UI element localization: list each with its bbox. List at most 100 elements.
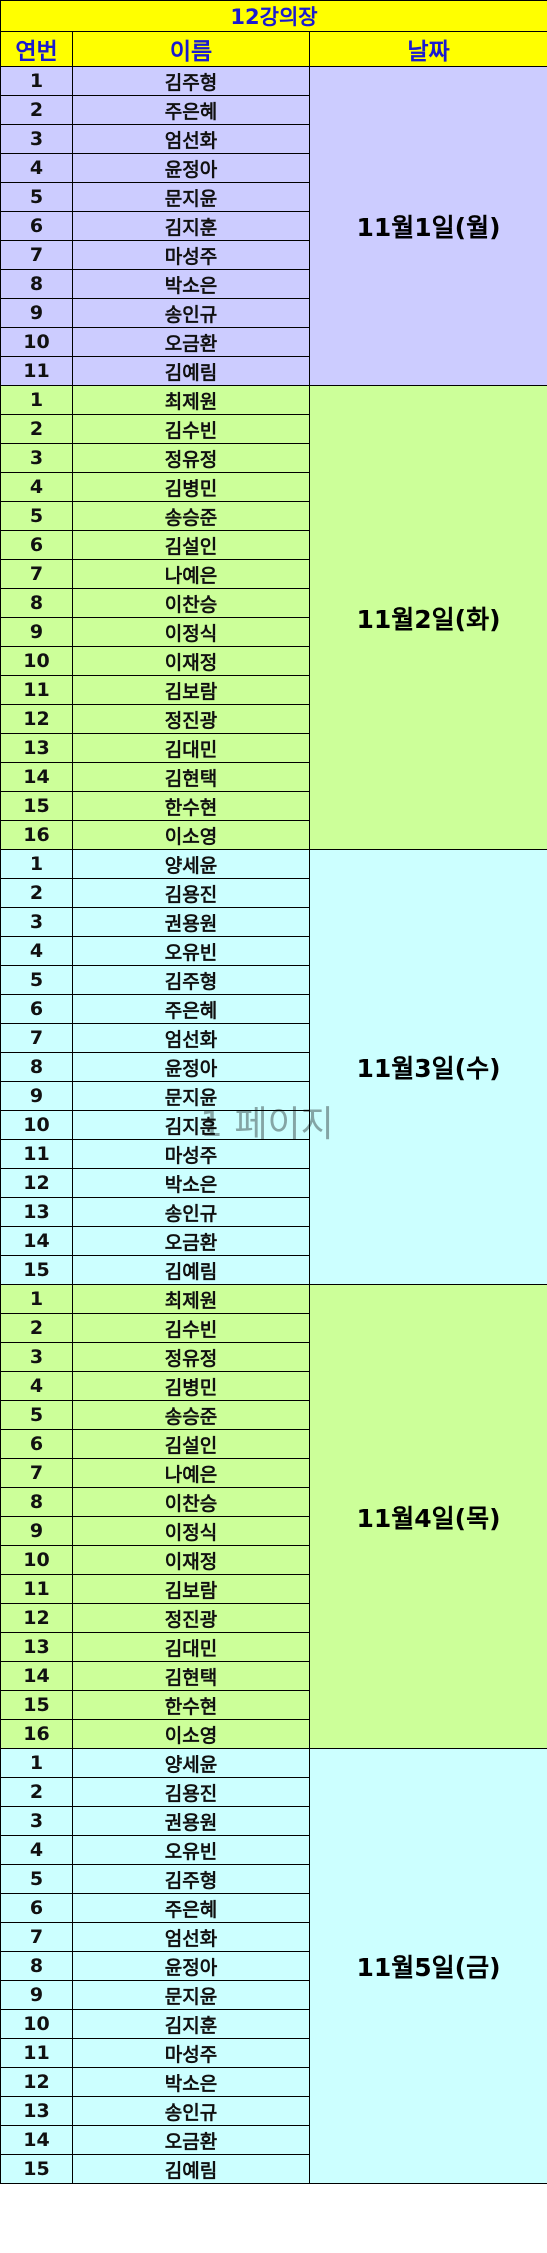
name-cell[interactable]: 이재정	[72, 1545, 310, 1575]
row-number-cell[interactable]: 6	[0, 994, 73, 1024]
name-cell[interactable]: 오금환	[72, 2125, 310, 2155]
row-number-cell[interactable]: 10	[0, 2009, 73, 2039]
sheet-title[interactable]: 12강의장	[0, 0, 547, 32]
row-number-cell[interactable]: 7	[0, 240, 73, 270]
name-cell[interactable]: 나예은	[72, 559, 310, 589]
row-number-cell[interactable]: 4	[0, 936, 73, 966]
row-number-cell[interactable]: 12	[0, 1603, 73, 1633]
row-number-cell[interactable]: 9	[0, 298, 73, 328]
name-cell[interactable]: 윤정아	[72, 1951, 310, 1981]
name-cell[interactable]: 이정식	[72, 1516, 310, 1546]
name-cell[interactable]: 김보람	[72, 1574, 310, 1604]
name-cell[interactable]: 김보람	[72, 675, 310, 705]
row-number-cell[interactable]: 2	[0, 1777, 73, 1807]
row-number-cell[interactable]: 2	[0, 1313, 73, 1343]
header-no[interactable]: 연번	[0, 31, 73, 67]
name-cell[interactable]: 한수현	[72, 791, 310, 821]
name-cell[interactable]: 이찬승	[72, 588, 310, 618]
name-cell[interactable]: 문지윤	[72, 182, 310, 212]
name-cell[interactable]: 주은혜	[72, 95, 310, 125]
row-number-cell[interactable]: 10	[0, 1545, 73, 1575]
row-number-cell[interactable]: 13	[0, 2096, 73, 2126]
row-number-cell[interactable]: 9	[0, 1516, 73, 1546]
name-cell[interactable]: 이정식	[72, 617, 310, 647]
row-number-cell[interactable]: 2	[0, 878, 73, 908]
name-cell[interactable]: 오금환	[72, 1226, 310, 1256]
name-cell[interactable]: 김용진	[72, 1777, 310, 1807]
name-cell[interactable]: 오유빈	[72, 1835, 310, 1865]
row-number-cell[interactable]: 1	[0, 66, 73, 96]
name-cell[interactable]: 정진광	[72, 1603, 310, 1633]
row-number-cell[interactable]: 8	[0, 1951, 73, 1981]
row-number-cell[interactable]: 9	[0, 1081, 73, 1111]
row-number-cell[interactable]: 1	[0, 385, 73, 415]
row-number-cell[interactable]: 4	[0, 1835, 73, 1865]
row-number-cell[interactable]: 11	[0, 356, 73, 386]
row-number-cell[interactable]: 12	[0, 2067, 73, 2097]
row-number-cell[interactable]: 11	[0, 1574, 73, 1604]
date-cell[interactable]: 11월3일(수)	[308, 849, 547, 1285]
name-cell[interactable]: 김병민	[72, 1371, 310, 1401]
row-number-cell[interactable]: 11	[0, 1139, 73, 1169]
name-cell[interactable]: 나예은	[72, 1458, 310, 1488]
name-cell[interactable]: 이찬승	[72, 1487, 310, 1517]
name-cell[interactable]: 김지훈	[72, 211, 310, 241]
row-number-cell[interactable]: 5	[0, 965, 73, 995]
row-number-cell[interactable]: 14	[0, 2125, 73, 2155]
row-number-cell[interactable]: 1	[0, 1284, 73, 1314]
name-cell[interactable]: 김주형	[72, 1864, 310, 1894]
name-cell[interactable]: 김설인	[72, 530, 310, 560]
row-number-cell[interactable]: 15	[0, 1255, 73, 1285]
row-number-cell[interactable]: 12	[0, 704, 73, 734]
name-cell[interactable]: 한수현	[72, 1690, 310, 1720]
row-number-cell[interactable]: 9	[0, 617, 73, 647]
date-cell[interactable]: 11월1일(월)	[308, 66, 547, 386]
row-number-cell[interactable]: 13	[0, 1632, 73, 1662]
row-number-cell[interactable]: 5	[0, 1400, 73, 1430]
name-cell[interactable]: 김주형	[72, 965, 310, 995]
name-cell[interactable]: 주은혜	[72, 1893, 310, 1923]
name-cell[interactable]: 문지윤	[72, 1081, 310, 1111]
row-number-cell[interactable]: 13	[0, 1197, 73, 1227]
row-number-cell[interactable]: 8	[0, 269, 73, 299]
row-number-cell[interactable]: 14	[0, 762, 73, 792]
row-number-cell[interactable]: 3	[0, 124, 73, 154]
name-cell[interactable]: 송승준	[72, 501, 310, 531]
name-cell[interactable]: 윤정아	[72, 153, 310, 183]
row-number-cell[interactable]: 4	[0, 153, 73, 183]
name-cell[interactable]: 김대민	[72, 733, 310, 763]
name-cell[interactable]: 최제원	[72, 385, 310, 415]
row-number-cell[interactable]: 3	[0, 1806, 73, 1836]
row-number-cell[interactable]: 1	[0, 849, 73, 879]
row-number-cell[interactable]: 16	[0, 1719, 73, 1749]
name-cell[interactable]: 윤정아	[72, 1052, 310, 1082]
name-cell[interactable]: 김지훈	[72, 1110, 310, 1140]
name-cell[interactable]: 김현택	[72, 762, 310, 792]
name-cell[interactable]: 이소영	[72, 820, 310, 850]
row-number-cell[interactable]: 3	[0, 907, 73, 937]
date-cell[interactable]: 11월5일(금)	[308, 1748, 547, 2184]
row-number-cell[interactable]: 6	[0, 530, 73, 560]
name-cell[interactable]: 양세윤	[72, 849, 310, 879]
name-cell[interactable]: 마성주	[72, 240, 310, 270]
name-cell[interactable]: 엄선화	[72, 1023, 310, 1053]
row-number-cell[interactable]: 15	[0, 2154, 73, 2184]
name-cell[interactable]: 양세윤	[72, 1748, 310, 1778]
name-cell[interactable]: 김현택	[72, 1661, 310, 1691]
row-number-cell[interactable]: 2	[0, 95, 73, 125]
name-cell[interactable]: 김주형	[72, 66, 310, 96]
name-cell[interactable]: 송인규	[72, 2096, 310, 2126]
name-cell[interactable]: 오금환	[72, 327, 310, 357]
name-cell[interactable]: 김예림	[72, 2154, 310, 2184]
row-number-cell[interactable]: 8	[0, 1487, 73, 1517]
row-number-cell[interactable]: 2	[0, 414, 73, 444]
name-cell[interactable]: 김예림	[72, 356, 310, 386]
name-cell[interactable]: 박소은	[72, 1168, 310, 1198]
name-cell[interactable]: 정진광	[72, 704, 310, 734]
name-cell[interactable]: 송인규	[72, 1197, 310, 1227]
name-cell[interactable]: 권용원	[72, 1806, 310, 1836]
name-cell[interactable]: 오유빈	[72, 936, 310, 966]
row-number-cell[interactable]: 10	[0, 1110, 73, 1140]
name-cell[interactable]: 송승준	[72, 1400, 310, 1430]
name-cell[interactable]: 김예림	[72, 1255, 310, 1285]
